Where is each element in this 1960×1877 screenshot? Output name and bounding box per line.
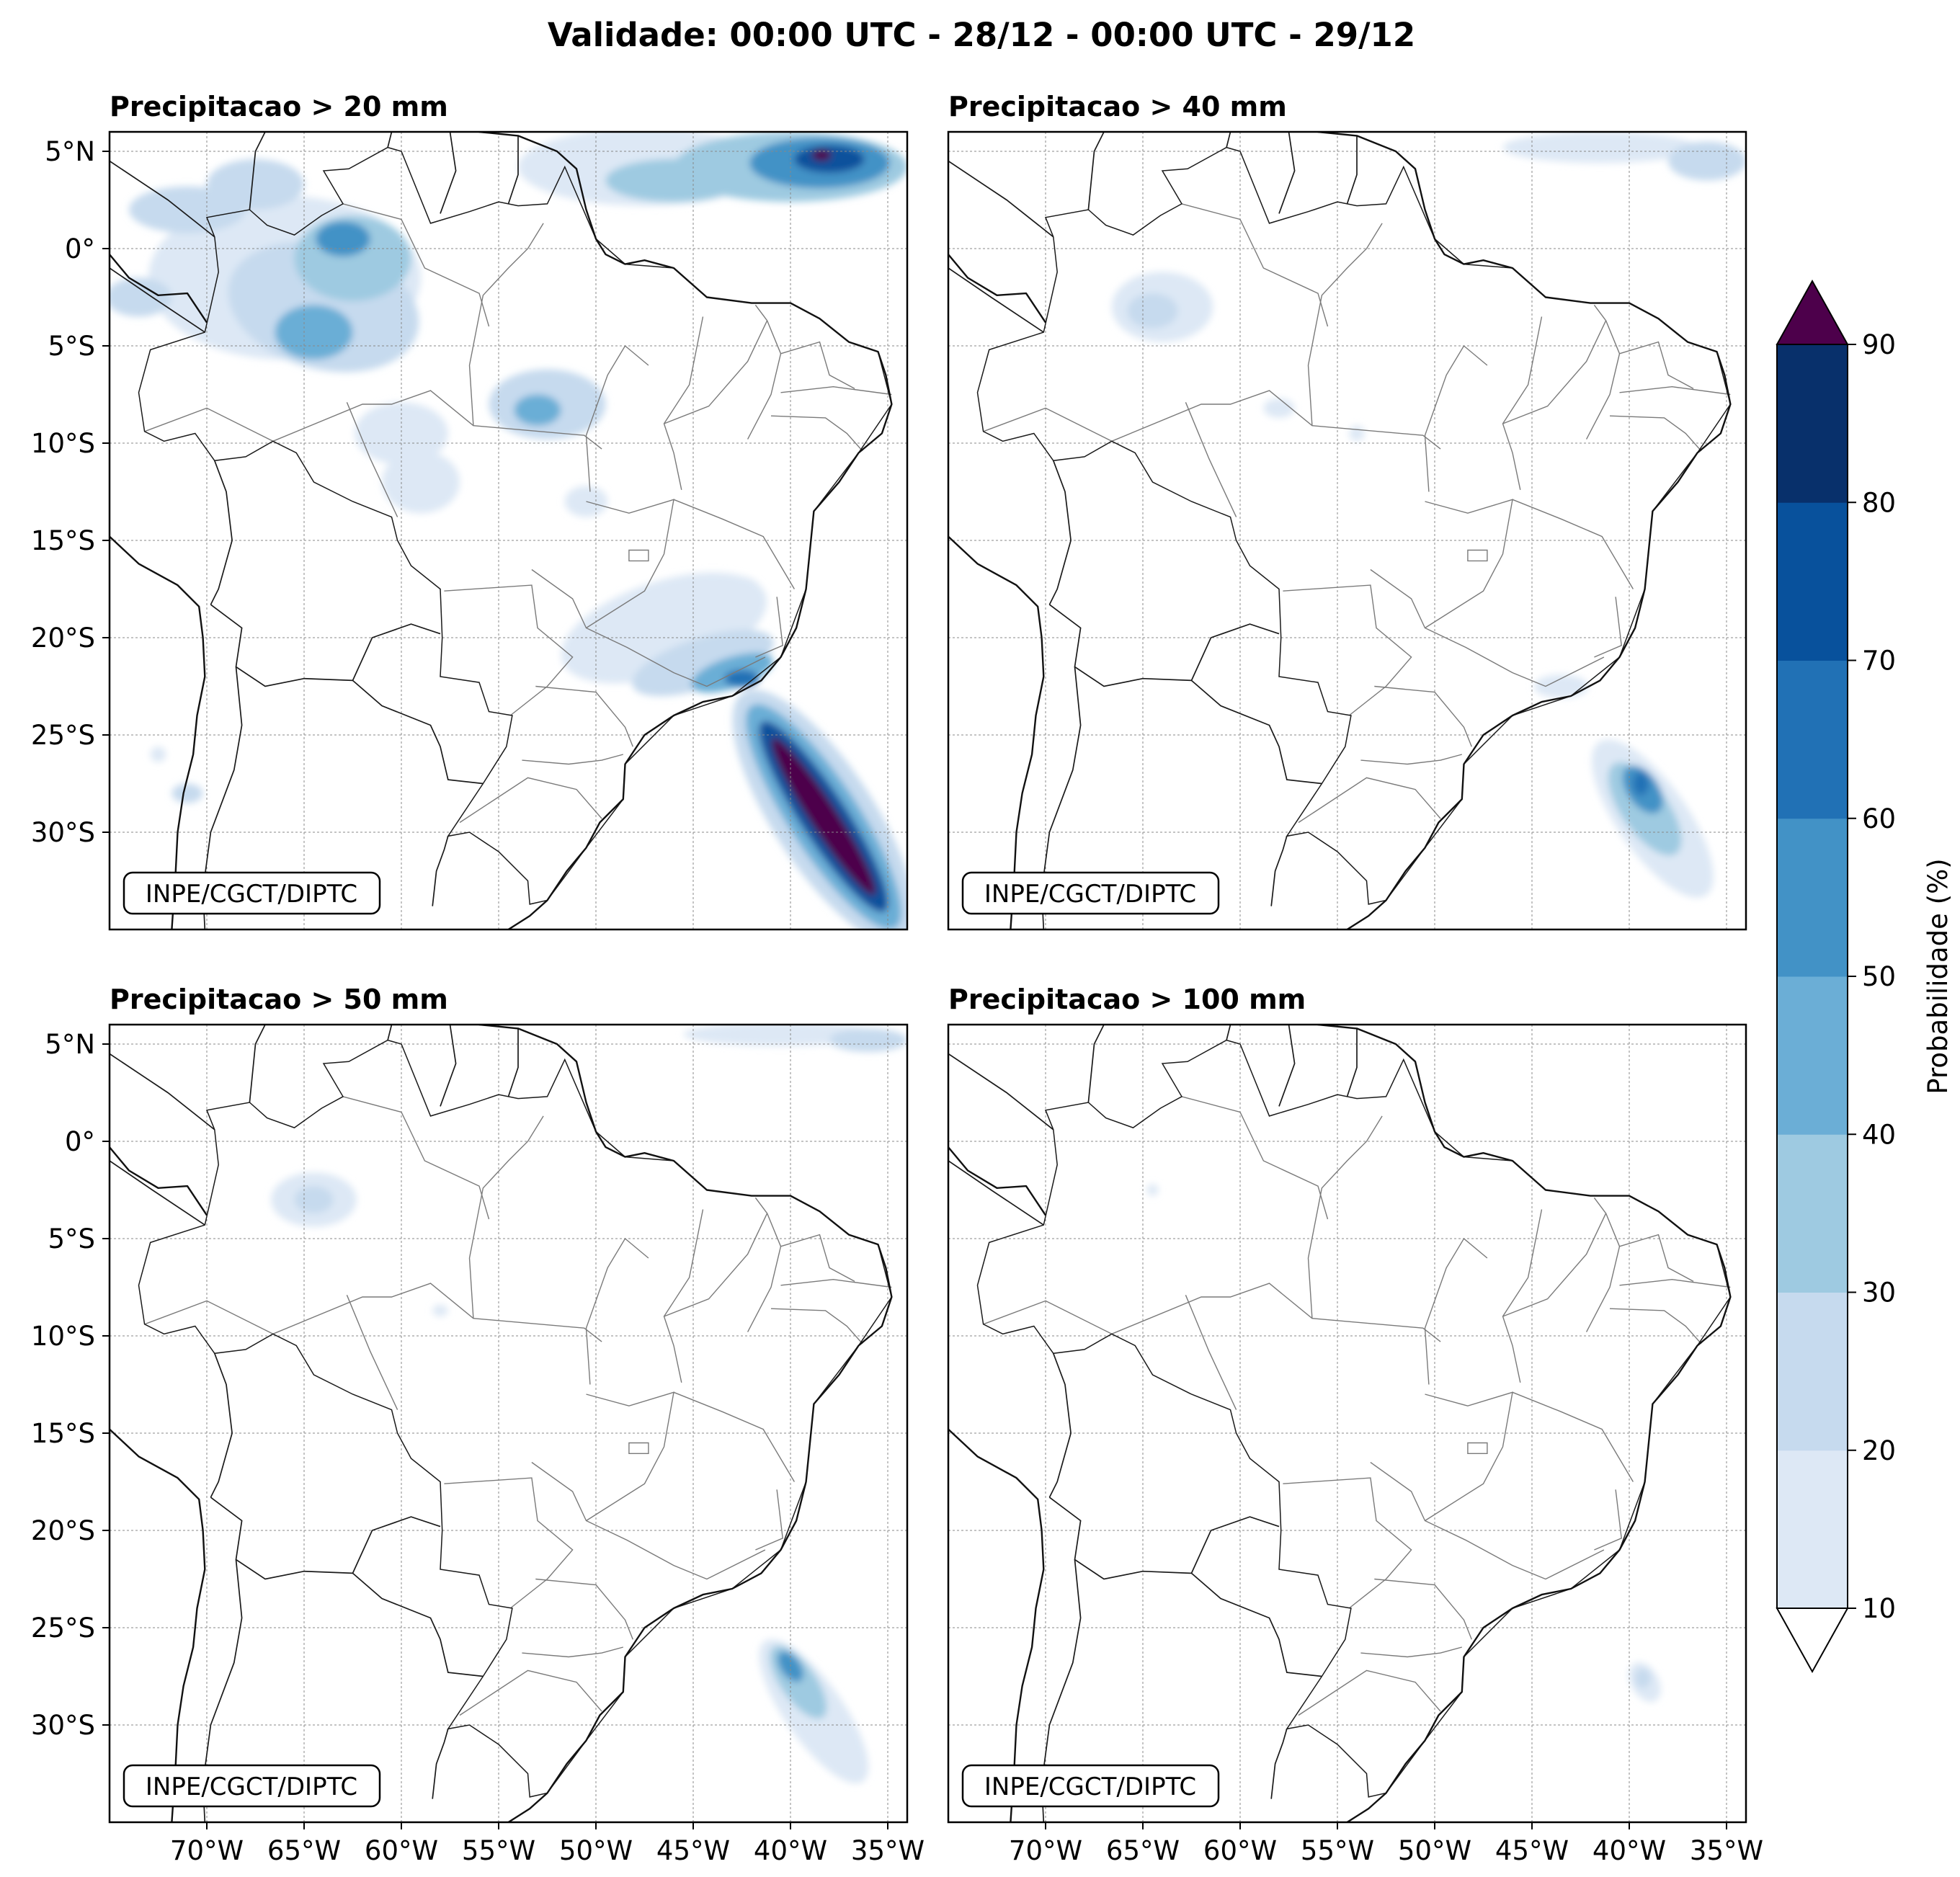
colorbar-segment: [1777, 344, 1848, 503]
map-frame: [947, 130, 1747, 931]
map-panel-4: Precipitacao > 100 mm INPE/CGCT/DIPTC 70°W…: [947, 984, 1763, 1866]
colorbar-label: Probabilidade (%): [1923, 858, 1954, 1094]
colorbar-segment: [1777, 1134, 1848, 1293]
panel-title: Precipitacao > 50 mm: [110, 984, 448, 1015]
lon-tick-label: 45°W: [656, 1835, 730, 1866]
coastline: [948, 132, 1732, 929]
credit-label: INPE/CGCT/DIPTC: [984, 1773, 1196, 1801]
lon-tick-label: 50°W: [559, 1835, 633, 1866]
lon-tick-label: 35°W: [851, 1835, 925, 1866]
lon-tick-label: 35°W: [1690, 1835, 1763, 1866]
colorbar-tick-label: 30: [1862, 1278, 1896, 1308]
lat-tick-label: 30°S: [31, 1710, 95, 1741]
map-panel-1: Precipitacao > 20 mm INPE/CGCT/DIPTC 5°N 0°…: [31, 91, 909, 931]
lon-tick-label: 55°W: [462, 1835, 535, 1866]
lat-tick-label: 5°N: [45, 136, 95, 167]
panel-title: Precipitacao > 100 mm: [948, 984, 1306, 1015]
lat-tick-label: 5°S: [48, 331, 95, 362]
lon-tick-label: 65°W: [267, 1835, 341, 1866]
lon-tick-label: 60°W: [365, 1835, 438, 1866]
colorbar-segment: [1777, 1292, 1848, 1451]
figure-title: Validade: 00:00 UTC - 28/12 - 00:00 UTC …: [548, 16, 1415, 54]
map-frame: [947, 1023, 1747, 1824]
coastline: [948, 1025, 1732, 1822]
colorbar-under-arrow: [1776, 1608, 1849, 1674]
lat-tick-label: 10°S: [31, 428, 95, 459]
colorbar-tick-label: 70: [1862, 646, 1896, 677]
lat-tick-label: 20°S: [31, 1515, 95, 1546]
state-borders: [983, 1096, 1731, 1716]
lon-tick-label: 45°W: [1495, 1835, 1569, 1866]
map-panel-2: Precipitacao > 40 mm INPE/CGCT/DIPTC: [947, 91, 1747, 931]
lon-tick-label: 40°W: [754, 1835, 827, 1866]
panel-title: Precipitacao > 40 mm: [948, 91, 1287, 122]
probability-field: [110, 132, 907, 929]
lat-tick-label: 25°S: [31, 720, 95, 751]
colorbar: 10 20 30 40 50 60 70 80 90 Probabilidade (%): [1776, 279, 1954, 1674]
credit-label: INPE/CGCT/DIPTC: [146, 1773, 357, 1801]
lon-tick-label: 70°W: [1009, 1835, 1082, 1866]
lon-tick-label: 60°W: [1203, 1835, 1277, 1866]
probability-field: [1146, 1184, 1661, 1703]
lat-tick-label: 5°S: [48, 1223, 95, 1254]
lon-tick-label: 40°W: [1592, 1835, 1666, 1866]
credit-box: [122, 1764, 381, 1808]
panel-title: Precipitacao > 20 mm: [110, 91, 448, 122]
lon-tick-label: 70°W: [170, 1835, 244, 1866]
colorbar-tick-label: 60: [1862, 803, 1896, 834]
coastline: [110, 132, 893, 929]
credit-label: INPE/CGCT/DIPTC: [146, 880, 357, 909]
credit-box: [961, 1764, 1220, 1808]
lat-tick-label: 30°S: [31, 817, 95, 848]
state-borders: [144, 1096, 892, 1716]
lon-tick-label: 50°W: [1398, 1835, 1471, 1866]
lat-tick-label: 15°S: [31, 1418, 95, 1449]
lat-tick-label: 15°S: [31, 525, 95, 556]
map-panel-3: Precipitacao > 50 mm INPE/CGCT/DIPTC 5°N 0°…: [31, 984, 925, 1866]
colorbar-tick-label: 40: [1862, 1119, 1896, 1150]
colorbar-tick-label: 20: [1862, 1435, 1896, 1466]
lat-tick-label: 0°: [65, 233, 95, 264]
lon-tick-label: 55°W: [1301, 1835, 1374, 1866]
state-borders: [983, 203, 1731, 824]
map-frame: [108, 130, 909, 931]
lat-tick-label: 25°S: [31, 1613, 95, 1644]
coastline: [110, 1025, 893, 1822]
map-frame: [108, 1023, 909, 1824]
lon-tick-label: 65°W: [1106, 1835, 1180, 1866]
lat-tick-label: 20°S: [31, 623, 95, 654]
colorbar-segment: [1777, 976, 1848, 1135]
lat-tick-label: 0°: [65, 1126, 95, 1157]
credit-label: INPE/CGCT/DIPTC: [984, 880, 1196, 909]
colorbar-segment: [1777, 818, 1848, 977]
colorbar-over-arrow: [1776, 279, 1849, 345]
credit-box: [122, 871, 381, 915]
lat-tick-label: 5°N: [45, 1029, 95, 1060]
colorbar-segment: [1777, 502, 1848, 661]
credit-box: [961, 871, 1220, 915]
colorbar-tick-label: 50: [1862, 961, 1896, 992]
lat-tick-label: 10°S: [31, 1321, 95, 1352]
colorbar-tick-label: 80: [1862, 487, 1896, 518]
colorbar-tick-label: 90: [1862, 329, 1896, 360]
colorbar-segment: [1777, 1450, 1848, 1609]
colorbar-segment: [1777, 660, 1848, 819]
state-borders: [144, 203, 892, 824]
colorbar-tick-label: 10: [1862, 1593, 1896, 1624]
